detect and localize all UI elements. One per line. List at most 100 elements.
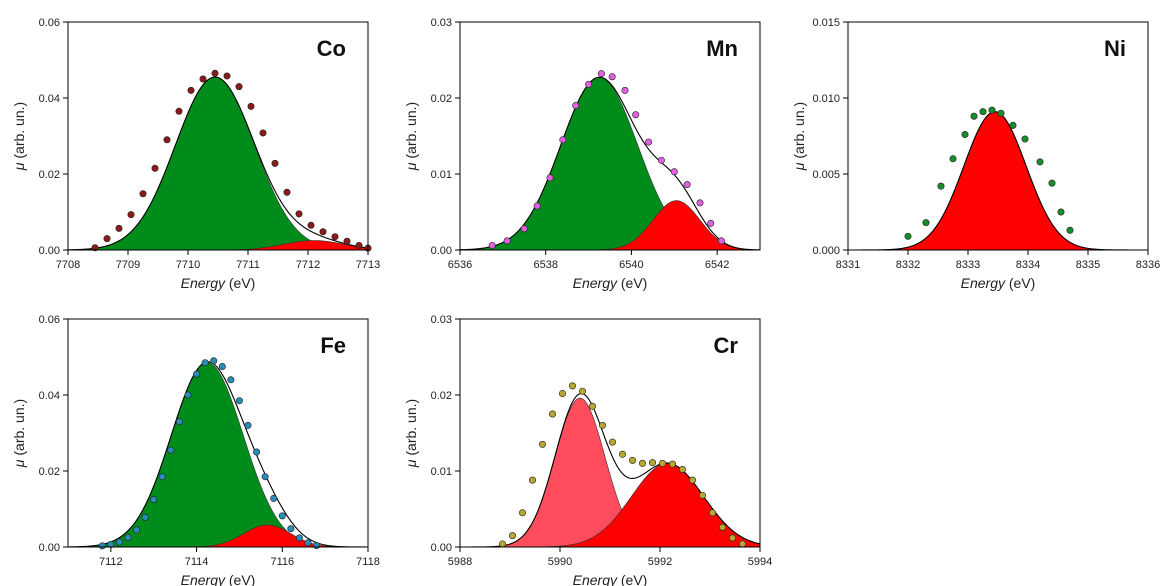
y-axis-title-cr: μ (arb. un.) — [403, 399, 419, 468]
x-axis-title-cr: Energy (eV) — [573, 572, 648, 586]
x-axis-title-co: Energy (eV) — [181, 275, 256, 291]
data-point-ni-1 — [922, 219, 930, 227]
chart-panel-cr: 5988 5990 5992 5994 0.00 0.01 0.02 0.03 Energy (… — [398, 305, 772, 586]
data-point-mn-8 — [597, 70, 605, 78]
data-point-fe-15 — [227, 376, 235, 384]
data-point-cr-3 — [529, 476, 537, 484]
y-tick-label-ni-0: 0.000 — [812, 245, 840, 257]
data-point-co-10 — [211, 69, 219, 77]
data-point-co-3 — [127, 211, 135, 219]
x-tick-label-mn-3: 6542 — [705, 259, 729, 271]
data-point-fe-19 — [261, 473, 269, 481]
data-point-co-12 — [235, 83, 243, 91]
x-tick-label-cr-3: 5994 — [748, 556, 772, 568]
y-tick-label-mn-2: 0.02 — [431, 93, 452, 105]
x-tick-label-fe-1: 7114 — [185, 556, 209, 568]
data-point-ni-0 — [904, 232, 912, 240]
data-point-mn-1 — [503, 237, 511, 245]
data-point-cr-20 — [698, 491, 706, 499]
x-tick-label-ni-2: 8333 — [956, 259, 980, 271]
data-point-mn-2 — [520, 225, 528, 233]
data-point-fe-18 — [253, 448, 261, 456]
data-point-co-4 — [139, 190, 147, 198]
data-point-cr-8 — [579, 387, 587, 395]
data-point-fe-5 — [141, 513, 149, 521]
x-axis-title-ni: Energy (eV) — [961, 275, 1036, 291]
x-tick-label-ni-3: 8334 — [1016, 259, 1040, 271]
y-tick-label-co-0: 0.00 — [39, 245, 60, 257]
y-axis-title-unit-mn: (arb. un.) — [403, 102, 419, 163]
y-tick-label-cr-1: 0.01 — [431, 466, 452, 478]
y-axis-title-mn: μ (arb. un.) — [403, 102, 419, 171]
plot-frame-cr — [459, 318, 761, 548]
data-point-co-18 — [307, 221, 315, 229]
x-axis-title-unit-ni: (eV) — [1005, 275, 1035, 291]
x-tick-label-ni-5: 8336 — [1136, 259, 1160, 271]
data-point-cr-4 — [539, 440, 547, 448]
x-tick-label-cr-2: 5992 — [648, 556, 672, 568]
y-tick-label-fe-3: 0.06 — [39, 314, 60, 326]
data-point-fe-20 — [270, 494, 278, 502]
component-area-mn-0 — [459, 77, 761, 251]
y-axis-title-symbol-co: μ — [11, 162, 27, 171]
data-point-fe-8 — [167, 446, 175, 454]
y-axis-title-unit-co: (arb. un.) — [11, 102, 27, 163]
x-tick-label-cr-1: 5990 — [548, 556, 572, 568]
data-point-mn-13 — [657, 156, 665, 164]
chart-svg-co: 7708 7709 7710 7711 7712 7713 0.00 0.02 0.04 0.06… — [11, 17, 380, 291]
data-point-ni-14 — [1066, 226, 1074, 234]
element-label-ni: Ni — [1104, 36, 1126, 61]
fit-line-cr — [460, 392, 761, 548]
data-point-co-16 — [283, 188, 291, 196]
y-tick-label-cr-3: 0.03 — [431, 314, 452, 326]
data-point-co-7 — [175, 107, 183, 115]
data-point-fe-9 — [175, 418, 183, 426]
x-tick-label-co-5: 7713 — [356, 259, 380, 271]
component-area-ni-0 — [848, 111, 1148, 251]
data-point-cr-15 — [649, 459, 657, 467]
data-point-co-20 — [331, 233, 339, 241]
x-tick-label-co-1: 7709 — [116, 259, 140, 271]
x-tick-label-co-3: 7711 — [236, 259, 260, 271]
x-tick-label-co-0: 7708 — [56, 259, 80, 271]
element-label-mn: Mn — [706, 36, 738, 61]
data-point-cr-11 — [609, 438, 617, 446]
data-point-mn-16 — [696, 199, 704, 207]
y-tick-label-co-2: 0.04 — [39, 93, 60, 105]
data-point-cr-18 — [678, 465, 686, 473]
x-axis-title-mn: Energy (eV) — [573, 275, 648, 291]
data-point-cr-17 — [668, 460, 676, 468]
data-point-cr-7 — [569, 382, 577, 390]
y-tick-label-ni-1: 0.005 — [812, 169, 840, 181]
data-point-fe-6 — [150, 496, 158, 504]
fit-line-co — [67, 76, 369, 251]
x-axis-title-unit-fe: (eV) — [225, 572, 255, 586]
x-axis-title-italic-co: Energy — [181, 275, 226, 291]
data-point-mn-15 — [683, 181, 691, 189]
data-point-mn-10 — [621, 86, 629, 94]
y-tick-label-mn-3: 0.03 — [431, 17, 452, 29]
data-point-ni-11 — [1036, 158, 1044, 166]
data-point-cr-5 — [549, 410, 557, 418]
data-point-mn-6 — [572, 102, 580, 110]
data-point-fe-10 — [184, 391, 192, 399]
y-axis-title-symbol-mn: μ — [403, 162, 419, 171]
chart-svg-fe: 7112 7114 7116 7118 0.00 0.02 0.04 0.06 Energy (… — [11, 314, 380, 586]
x-tick-label-fe-0: 7112 — [99, 556, 123, 568]
x-tick-label-mn-1: 6538 — [533, 259, 557, 271]
data-point-mn-7 — [585, 80, 593, 88]
chart-panel-mn: 6536 6538 6540 6542 0.00 0.01 0.02 0.03 Energy (… — [398, 8, 770, 300]
data-point-mn-14 — [670, 168, 678, 176]
data-point-fe-23 — [295, 534, 303, 542]
x-axis-title-italic-mn: Energy — [573, 275, 618, 291]
data-point-cr-24 — [738, 540, 746, 548]
y-axis-title-unit-fe: (arb. un.) — [11, 399, 27, 460]
data-point-mn-5 — [559, 136, 567, 144]
data-point-fe-14 — [218, 362, 226, 370]
y-axis-title-unit-cr: (arb. un.) — [403, 399, 419, 460]
data-point-ni-6 — [979, 108, 987, 116]
data-point-co-15 — [271, 159, 279, 167]
data-point-co-11 — [223, 72, 231, 80]
data-point-fe-12 — [201, 359, 209, 367]
y-tick-label-ni-2: 0.010 — [812, 93, 840, 105]
